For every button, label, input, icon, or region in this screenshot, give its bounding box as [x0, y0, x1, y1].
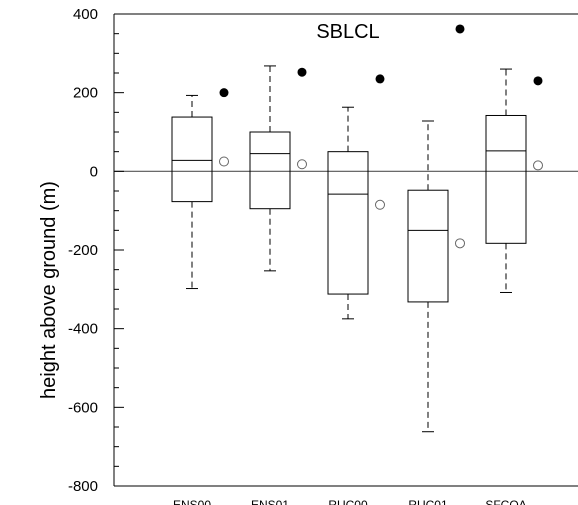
iqr-box: [171, 116, 213, 203]
box-ens00: [171, 88, 229, 290]
y-axis-title: height above ground (m): [38, 181, 60, 399]
y-axis: -800 -600 -400 -200 0 200 400: [68, 6, 124, 495]
iqr-box: [327, 151, 369, 295]
filled-marker: [533, 76, 543, 86]
x-category-label: RUC00: [328, 498, 368, 505]
filled-marker: [375, 74, 385, 84]
iqr-box: [407, 189, 449, 303]
open-marker: [297, 159, 307, 170]
x-category-label: ENS01: [251, 498, 289, 505]
filled-marker: [297, 67, 307, 77]
x-axis-categories: ENS00 ENS01 RUC00 RUC01 SFCOA: [173, 498, 527, 505]
x-category-label: SFCOA: [485, 498, 526, 505]
box-series: [171, 24, 543, 433]
iqr-box: [485, 114, 527, 244]
y-tick-label: -200: [68, 242, 98, 259]
box-sfcoa: [485, 68, 543, 293]
y-tick-label: -400: [68, 321, 98, 338]
open-marker: [219, 156, 229, 167]
y-tick-label: 0: [90, 163, 98, 180]
plot-frame: [113, 13, 578, 487]
x-category-label: RUC01: [408, 498, 448, 505]
y-tick-label: 200: [73, 85, 98, 102]
box-ens01: [249, 65, 307, 272]
chart-title: SBLCL: [316, 21, 379, 43]
box-ruc01: [407, 24, 465, 433]
open-marker: [533, 160, 543, 171]
y-tick-label: 400: [73, 6, 98, 23]
x-category-label: ENS00: [173, 498, 211, 505]
open-marker: [375, 199, 385, 210]
open-marker: [455, 238, 465, 249]
filled-marker: [455, 24, 465, 34]
iqr-box: [249, 131, 291, 210]
y-tick-label: -600: [68, 399, 98, 416]
y-tick-label: -800: [68, 478, 98, 495]
box-ruc00: [327, 74, 385, 320]
filled-marker: [219, 88, 229, 98]
